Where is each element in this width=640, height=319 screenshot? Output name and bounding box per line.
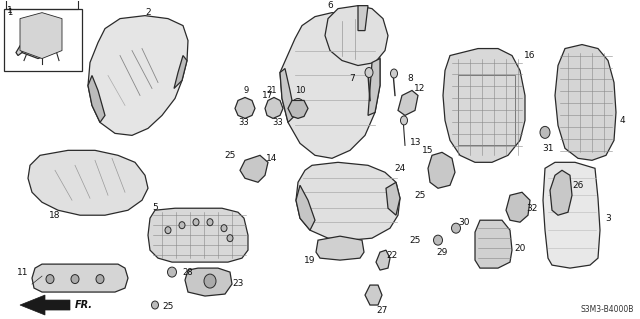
Text: 8: 8 [407,74,413,83]
Text: 27: 27 [376,306,388,315]
Polygon shape [316,236,364,260]
Text: 25: 25 [414,191,426,200]
Ellipse shape [152,301,159,309]
Ellipse shape [540,126,550,138]
Ellipse shape [207,219,213,226]
Text: 20: 20 [515,244,525,253]
Polygon shape [365,285,382,305]
Text: 33: 33 [273,118,284,127]
Ellipse shape [204,274,216,288]
Ellipse shape [390,69,397,78]
Text: 21: 21 [267,86,277,95]
Text: 24: 24 [394,164,406,173]
Text: 11: 11 [17,268,28,277]
Text: 23: 23 [232,278,244,287]
Ellipse shape [168,267,177,277]
Ellipse shape [401,116,408,125]
Ellipse shape [179,222,185,229]
Polygon shape [88,16,188,135]
Ellipse shape [365,68,373,78]
Text: 16: 16 [524,51,536,60]
Text: 13: 13 [410,138,422,147]
Polygon shape [88,76,105,122]
Text: 1: 1 [7,6,13,15]
Text: 5: 5 [152,203,158,212]
Bar [4,9,82,70]
Polygon shape [506,192,530,222]
Text: 3: 3 [605,214,611,223]
Polygon shape [398,91,418,115]
Ellipse shape [71,275,79,284]
Polygon shape [280,69,295,122]
Text: 15: 15 [422,146,434,155]
Polygon shape [32,264,128,292]
Polygon shape [296,185,315,230]
Polygon shape [185,268,232,296]
Text: 19: 19 [304,256,316,265]
Text: 12: 12 [414,84,426,93]
Ellipse shape [46,275,54,284]
Polygon shape [265,97,283,118]
Ellipse shape [433,235,442,245]
Polygon shape [174,56,187,88]
Polygon shape [550,170,572,215]
Ellipse shape [227,235,233,242]
Text: FR.: FR. [75,300,93,310]
Ellipse shape [96,275,104,284]
Polygon shape [443,48,525,162]
Polygon shape [28,150,148,215]
Text: 6: 6 [327,1,333,10]
Polygon shape [148,208,248,262]
Text: 26: 26 [572,181,584,190]
Polygon shape [376,250,390,270]
Text: 31: 31 [542,144,554,153]
Polygon shape [368,58,380,115]
Polygon shape [240,155,268,182]
Polygon shape [358,6,368,31]
Polygon shape [20,295,70,315]
Polygon shape [20,13,62,58]
Polygon shape [296,162,400,240]
Ellipse shape [292,99,304,112]
Text: 33: 33 [239,118,250,127]
Text: 25: 25 [410,236,420,245]
Polygon shape [555,45,616,160]
Text: 10: 10 [295,86,305,95]
Text: 28: 28 [182,268,193,277]
Polygon shape [16,42,22,56]
Text: 2: 2 [145,8,151,17]
Polygon shape [386,182,400,215]
Polygon shape [288,100,308,118]
Ellipse shape [221,225,227,232]
Polygon shape [543,162,600,268]
Ellipse shape [165,227,171,234]
Text: 29: 29 [436,248,448,257]
Ellipse shape [451,223,461,233]
Text: 1: 1 [8,8,13,17]
Polygon shape [475,220,512,268]
Text: 18: 18 [49,211,61,220]
Text: 14: 14 [266,154,278,163]
Text: 30: 30 [458,218,470,227]
Text: S3M3-B4000B: S3M3-B4000B [580,305,634,314]
Text: 32: 32 [526,204,538,213]
Text: 9: 9 [243,86,248,95]
Text: 17: 17 [262,91,274,100]
Text: 25: 25 [162,301,173,310]
Polygon shape [280,13,380,158]
Polygon shape [235,97,255,118]
Bar [6,0,78,9]
Text: 25: 25 [224,151,236,160]
Text: 7: 7 [349,74,355,83]
Polygon shape [325,6,388,65]
Text: 4: 4 [619,116,625,125]
Polygon shape [428,152,455,188]
Text: 22: 22 [387,251,397,260]
Polygon shape [22,19,55,58]
Ellipse shape [193,219,199,226]
